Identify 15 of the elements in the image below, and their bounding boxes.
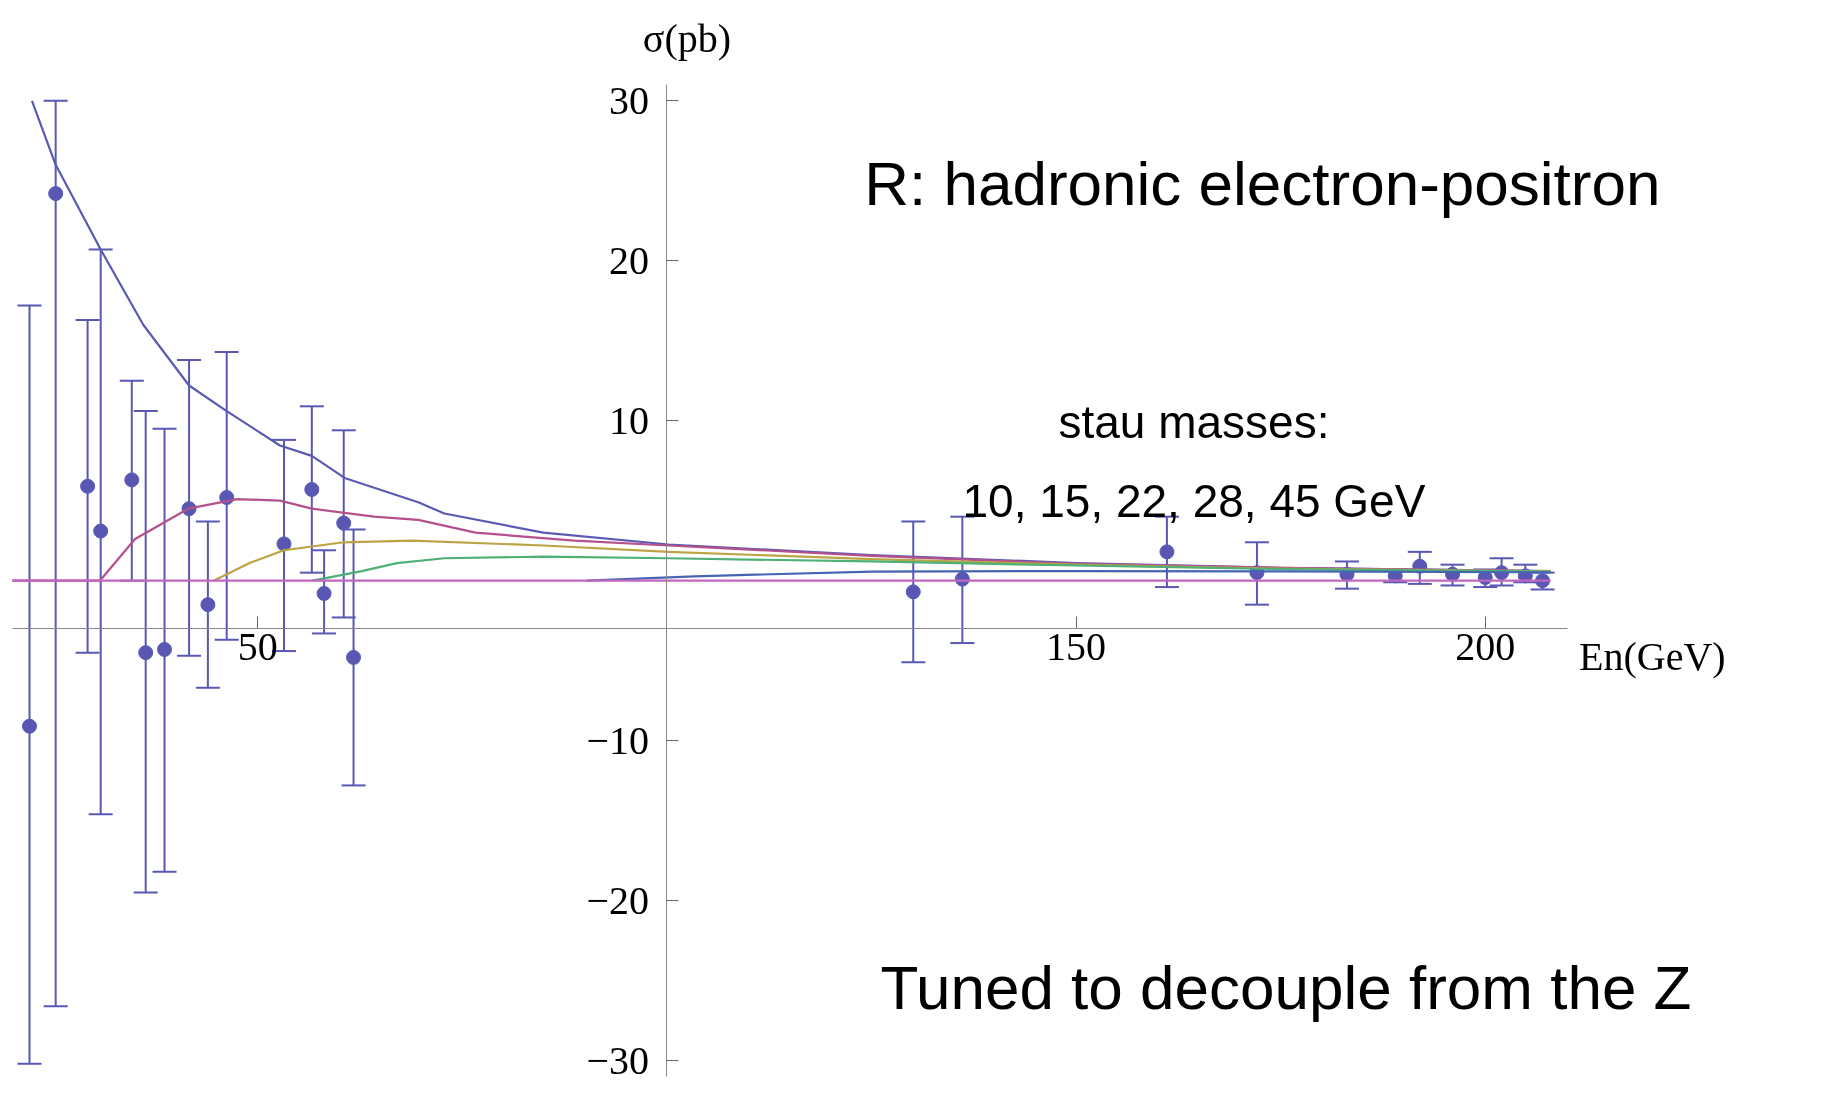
x-tick-label: 200 [1455, 623, 1516, 669]
annotation: R: hadronic electron-positron [864, 149, 1661, 219]
y-tick-label: 20 [608, 237, 649, 283]
y-tick-label: 10 [608, 397, 649, 443]
x-axis-title: En(GeV) [1579, 634, 1726, 680]
annotation: 10, 15, 22, 28, 45 GeV [962, 475, 1426, 528]
y-tick-label: −20 [586, 877, 649, 923]
annotation: stau masses: [1058, 395, 1330, 448]
x-tick-label: 50 [237, 623, 278, 669]
y-tick-label: −30 [586, 1037, 649, 1083]
x-tick-label: 150 [1046, 623, 1107, 669]
y-tick-label: 30 [608, 77, 649, 123]
y-tick-label: −10 [586, 717, 649, 763]
annotation: Tuned to decouple from the Z [880, 952, 1692, 1022]
y-axis-title: σ(pb) [642, 15, 732, 61]
